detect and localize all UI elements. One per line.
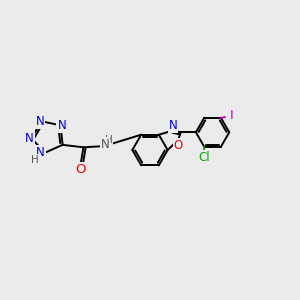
Text: H: H xyxy=(31,155,38,165)
Text: N: N xyxy=(25,132,34,145)
Text: N: N xyxy=(36,115,44,128)
Text: H: H xyxy=(105,135,112,145)
Text: N: N xyxy=(57,119,66,132)
Text: N: N xyxy=(57,119,66,132)
Text: Cl: Cl xyxy=(198,151,210,164)
Text: N: N xyxy=(169,119,177,132)
Text: O: O xyxy=(174,139,183,152)
Text: I: I xyxy=(230,110,234,122)
Text: O: O xyxy=(75,163,86,176)
Text: N: N xyxy=(36,146,45,159)
Text: N: N xyxy=(101,138,110,151)
